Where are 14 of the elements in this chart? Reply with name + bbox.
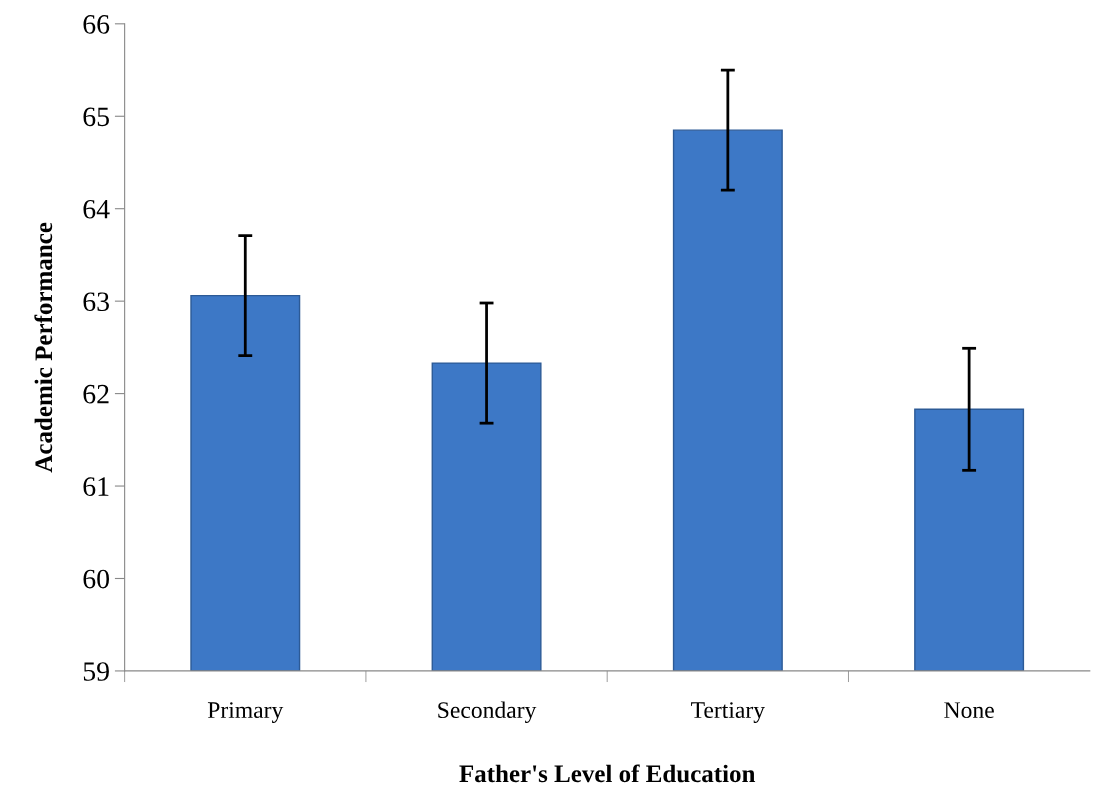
x-axis-title: Father's Level of Education xyxy=(459,764,756,783)
y-tick-label: 65 xyxy=(83,107,109,127)
y-tick-label: 59 xyxy=(83,662,109,681)
y-tick-label: 64 xyxy=(83,199,110,219)
y-axis-title: Academic Performance xyxy=(34,222,53,473)
y-tick-label: 60 xyxy=(83,569,109,589)
x-tick-label: Primary xyxy=(207,702,284,723)
x-tick-label: Secondary xyxy=(438,701,537,723)
x-tick-label: None xyxy=(944,702,994,719)
x-tick-label: Tertiary xyxy=(691,702,765,723)
y-tick-label: 61 xyxy=(83,477,109,496)
y-tick-label: 62 xyxy=(83,384,109,404)
y-tick-label: 66 xyxy=(83,15,110,34)
y-tick-label: 63 xyxy=(83,292,109,312)
